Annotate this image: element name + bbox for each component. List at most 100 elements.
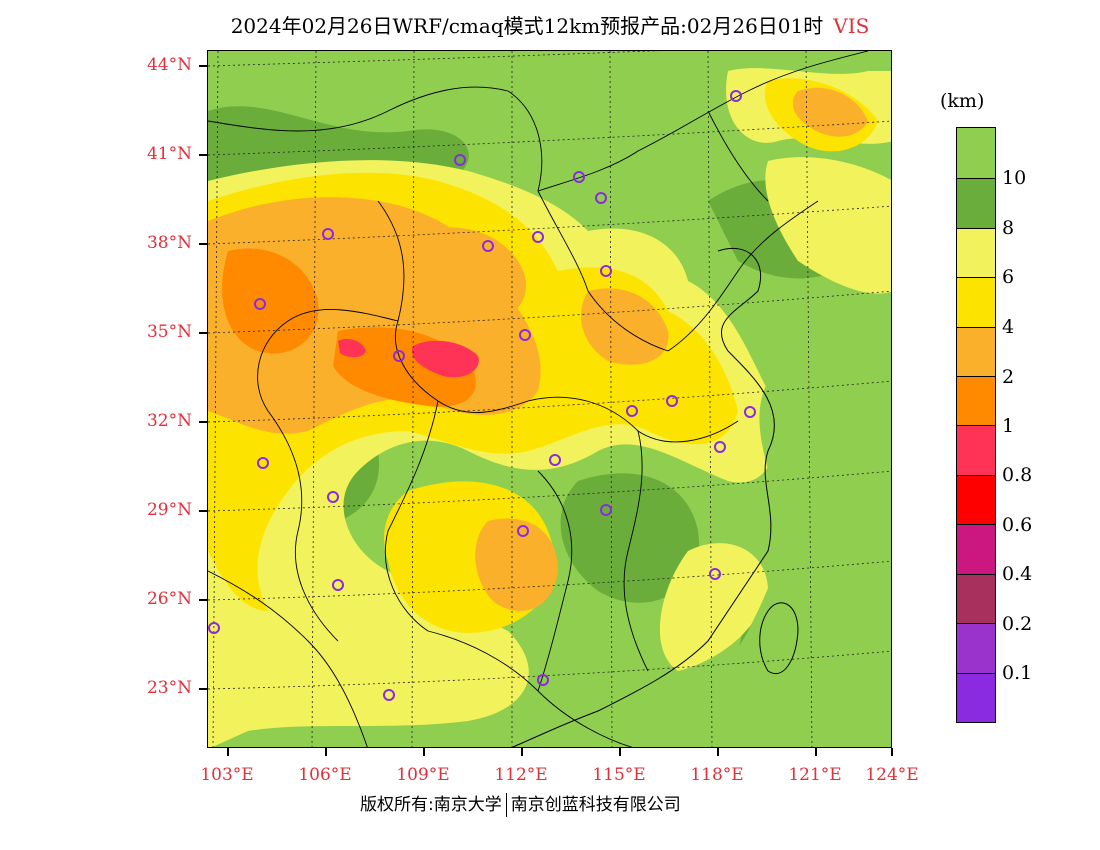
city-marker (393, 350, 405, 362)
lat-tick (199, 332, 207, 334)
city-marker (208, 622, 220, 634)
region-2km-liaoning (792, 87, 868, 137)
visibility-map (207, 50, 892, 748)
lon-label-121e: 121°E (788, 765, 842, 785)
lat-tick (199, 688, 207, 690)
city-marker (482, 240, 494, 252)
lon-label-109e: 109°E (396, 765, 450, 785)
colorbar-swatch (957, 674, 995, 722)
graticule (208, 51, 891, 747)
lon-label-124e: 124°E (865, 765, 919, 785)
city-markers (208, 90, 756, 701)
lon-label-115e: 115°E (592, 765, 646, 785)
city-marker (595, 192, 607, 204)
colorbar-swatch (957, 377, 995, 426)
lat-label-23n: 23°N (146, 678, 192, 698)
city-marker (517, 525, 529, 537)
colorbar (956, 127, 996, 723)
city-marker (322, 228, 334, 240)
region-2km-shandong (580, 288, 669, 365)
copyright-right: 南京创蓝科技有限公司 (510, 795, 681, 815)
copyright-left: 版权所有:南京大学 (360, 795, 502, 815)
colorbar-label: 8 (1002, 217, 1015, 239)
lat-tick (199, 421, 207, 423)
city-marker (714, 441, 726, 453)
lon-label-112e: 112°E (494, 765, 548, 785)
colorbar-label: 0.6 (1002, 514, 1033, 536)
city-marker (600, 504, 612, 516)
lon-label-103e: 103°E (200, 765, 254, 785)
lon-label-106e: 106°E (298, 765, 352, 785)
lat-label-32n: 32°N (146, 411, 192, 431)
city-marker (454, 154, 466, 166)
lat-label-26n: 26°N (146, 589, 192, 609)
colorbar-label: 0.2 (1002, 613, 1033, 635)
colorbar-swatch (957, 229, 995, 278)
city-marker (744, 406, 756, 418)
lon-tick (717, 748, 719, 756)
city-marker (626, 405, 638, 417)
colorbar-label: 2 (1002, 366, 1015, 388)
lat-tick (199, 599, 207, 601)
city-marker (709, 568, 721, 580)
colorbar-swatch (957, 426, 995, 476)
colorbar-swatch (957, 328, 995, 377)
map-canvas (208, 51, 891, 747)
city-marker (573, 171, 585, 183)
lat-tick (199, 510, 207, 512)
lon-label-118e: 118°E (690, 765, 744, 785)
colorbar-swatch (957, 624, 995, 674)
lat-label-29n: 29°N (146, 500, 192, 520)
city-marker (257, 457, 269, 469)
footer-separator (505, 793, 507, 817)
colorbar-label: 4 (1002, 316, 1015, 338)
city-marker (383, 689, 395, 701)
colorbar-swatch (957, 128, 995, 179)
region-6km-fujian (659, 543, 768, 671)
region-0-8km-xian (412, 340, 479, 378)
city-marker (254, 298, 266, 310)
region-0-8km-spot (338, 339, 366, 358)
lat-label-35n: 35°N (146, 322, 192, 342)
city-marker (332, 579, 344, 591)
colorbar-swatch (957, 575, 995, 624)
colorbar-label: 0.1 (1002, 662, 1033, 684)
colorbar-label: 0.4 (1002, 563, 1033, 585)
city-marker (532, 231, 544, 243)
region-8km-jiangxi (560, 473, 700, 603)
lat-label-44n: 44°N (146, 55, 192, 75)
region-2km-hunan-south (475, 518, 558, 611)
colorbar-swatch (957, 476, 995, 525)
lon-tick (891, 748, 893, 756)
lon-tick (325, 748, 327, 756)
colorbar-swatch (957, 278, 995, 328)
taiwan-outline (759, 602, 799, 674)
lon-tick (815, 748, 817, 756)
map-title: 2024年02月26日WRF/cmaq模式12km预报产品:02月26日01时 V… (0, 10, 1100, 39)
region-2km-shaanxi-north (418, 227, 527, 321)
city-marker (600, 265, 612, 277)
lat-tick (199, 154, 207, 156)
city-marker (519, 329, 531, 341)
lon-tick (521, 748, 523, 756)
title-main: 2024年02月26日WRF/cmaq模式12km预报产品:02月26日01时 (230, 14, 824, 38)
lon-tick (227, 748, 229, 756)
lat-tick (199, 243, 207, 245)
city-marker (730, 90, 742, 102)
lat-label-38n: 38°N (146, 233, 192, 253)
region-1km-qinghai (222, 248, 319, 354)
copyright-footer: 版权所有:南京大学 南京创蓝科技有限公司 (360, 790, 681, 817)
colorbar-swatch (957, 525, 995, 575)
colorbar-label: 0.8 (1002, 464, 1033, 486)
colorbar-label: 1 (1002, 415, 1015, 437)
sea-area (630, 381, 891, 747)
coastline (511, 247, 775, 747)
city-marker (666, 395, 678, 407)
lat-label-41n: 41°N (146, 144, 192, 164)
colorbar-unit: (km) (940, 90, 985, 112)
title-variable: VIS (833, 14, 870, 38)
province-boundaries (208, 51, 869, 747)
lon-tick (619, 748, 621, 756)
colorbar-label: 6 (1002, 266, 1015, 288)
city-marker (537, 674, 549, 686)
